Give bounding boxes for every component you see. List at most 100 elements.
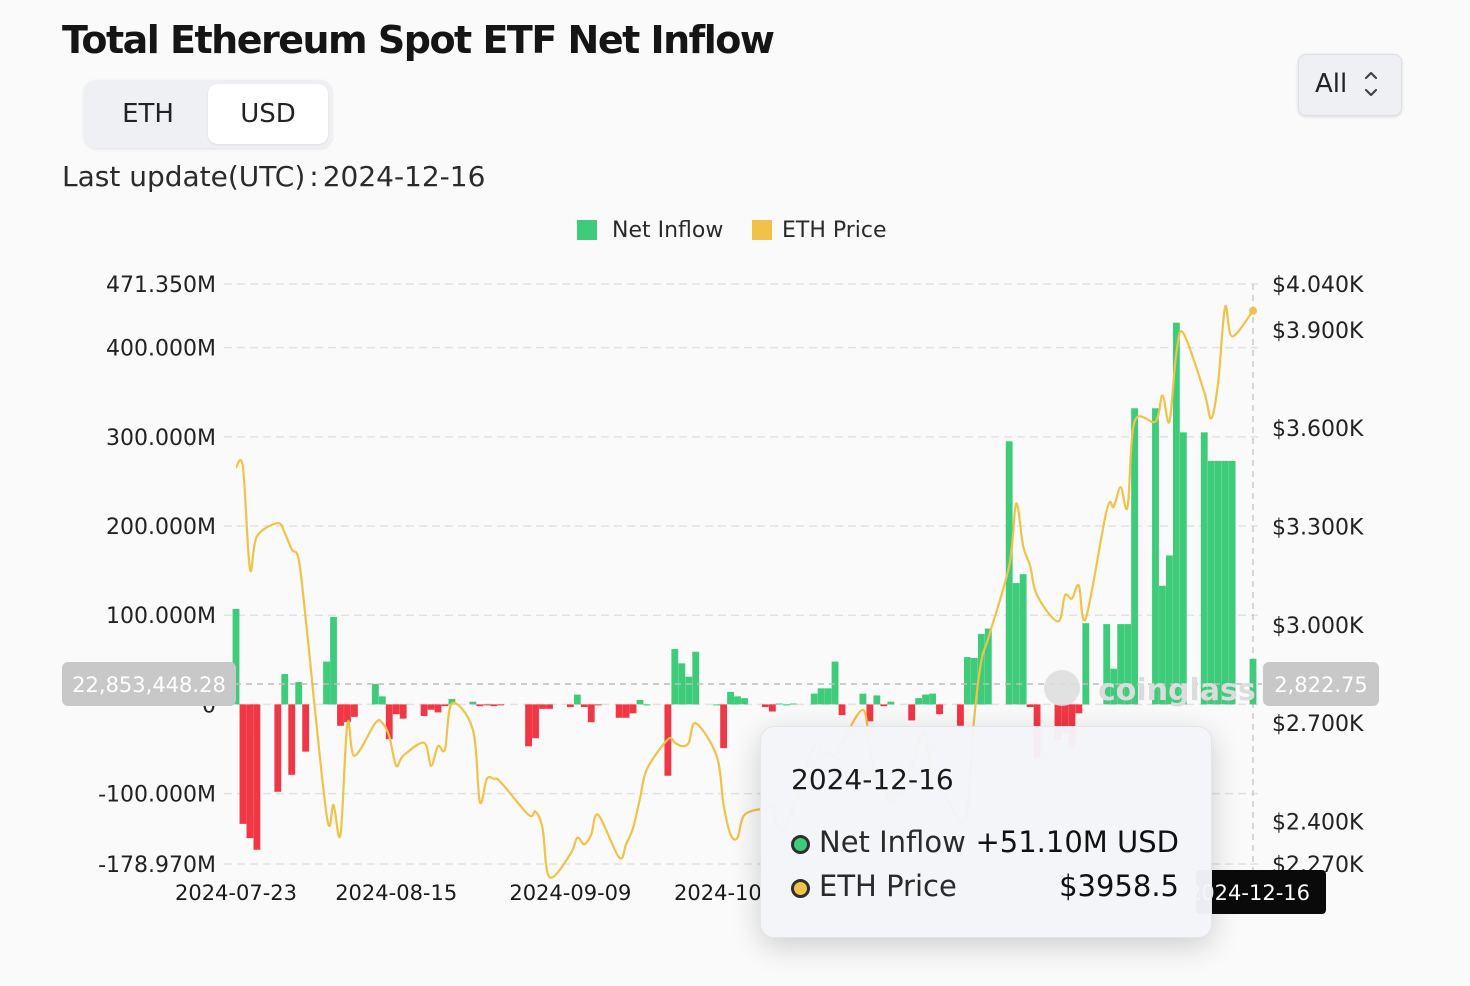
net-inflow-bar [239, 704, 247, 824]
crosshair-right-value: 2,822.75 [1274, 673, 1368, 697]
net-inflow-bar [636, 699, 644, 705]
crosshair-date-tag [1196, 870, 1326, 914]
net-inflow-bar [1054, 704, 1062, 741]
net-inflow-bar [246, 704, 254, 839]
net-inflow-bar [274, 704, 282, 792]
x-axis-tick-label: 2024-08-15 [335, 881, 457, 905]
left-axis-tick-label: 300.000M [106, 426, 216, 451]
net-inflow-bar [970, 658, 978, 705]
unit-toggle-usd[interactable]: USD [208, 84, 328, 144]
right-axis-tick-label: $2.400K [1272, 810, 1364, 835]
net-inflow-bar [629, 704, 637, 714]
net-inflow-bar [685, 676, 693, 705]
net-inflow-bar [323, 661, 330, 705]
net-inflow-bar [1172, 322, 1180, 705]
left-axis-tick-label: 100.000M [106, 604, 216, 629]
net-inflow-bar [525, 704, 532, 747]
net-inflow-bar [1200, 432, 1208, 705]
net-inflow-bar [1110, 668, 1118, 705]
eth-price-dot-icon [791, 879, 810, 898]
net-inflow-bar [288, 704, 296, 775]
net-inflow-bar [1124, 624, 1132, 705]
net-inflow-bar [1026, 704, 1034, 708]
watermark: coinglass [1098, 673, 1256, 708]
net-inflow-bar [483, 704, 491, 706]
legend-net-inflow-label: Net Inflow [612, 218, 723, 243]
net-inflow-bar [1005, 441, 1013, 705]
tooltip-label: ETH Price [819, 869, 957, 903]
net-inflow-bar [922, 694, 930, 705]
net-inflow-bar [1165, 555, 1173, 705]
left-axis-tick-label: 400.000M [106, 337, 216, 362]
range-select[interactable]: All [1298, 54, 1402, 116]
net-inflow-bar [253, 704, 261, 850]
net-inflow-bar [469, 701, 477, 705]
net-inflow-bar [615, 704, 623, 718]
right-axis-tick-label: $3.300K [1272, 515, 1364, 540]
net-inflow-bar [476, 704, 484, 707]
right-axis-tick-label: $3.900K [1272, 319, 1364, 344]
left-axis-tick-label: -178.970M [98, 853, 216, 878]
net-inflow-bar [392, 704, 400, 715]
last-update-separator: : [309, 160, 319, 193]
net-inflow-bar [887, 701, 895, 705]
tooltip-date: 2024-12-16 [791, 763, 954, 796]
net-inflow-bar [330, 616, 337, 705]
crosshair-right-tag [1263, 662, 1379, 706]
net-inflow-bar [761, 704, 769, 708]
net-inflow-bar [1221, 460, 1229, 705]
net-inflow-bar [831, 661, 839, 705]
net-inflow-bar [768, 704, 776, 712]
net-inflow-dot-icon [791, 835, 810, 854]
net-inflow-bar [643, 704, 651, 706]
range-select-value: All [1315, 69, 1348, 99]
net-inflow-bar [302, 704, 310, 752]
net-inflow-bar [873, 695, 881, 705]
left-axis-tick-label: 200.000M [106, 515, 216, 540]
net-inflow-bar [678, 663, 686, 705]
x-axis-tick-label: 2024-10 [674, 881, 762, 905]
net-inflow-bar [1207, 460, 1215, 705]
net-inflow-bar [337, 704, 344, 726]
page-title: Total Ethereum Spot ETF Net Inflow [62, 18, 775, 62]
net-inflow-bar [810, 693, 818, 705]
net-inflow-bar [371, 683, 379, 705]
net-inflow-bar [580, 704, 588, 708]
net-inflow-bar [622, 704, 630, 718]
net-inflow-bar [1179, 432, 1187, 705]
net-inflow-bar [671, 649, 679, 705]
chart-tooltip: 2024-12-16 Net Inflow +51.10M USD ETH Pr… [760, 726, 1212, 938]
inflow-chart[interactable]: 471.350M 400.000M 300.000M 200.000M 100.000M… [0, 200, 1470, 920]
net-inflow-bar [490, 704, 498, 707]
unit-toggle-eth[interactable]: ETH [122, 99, 174, 129]
left-axis-tick-label: -100.000M [98, 783, 216, 808]
net-inflow-bar [741, 698, 748, 705]
net-inflow-bar [497, 704, 505, 706]
net-inflow-bar [859, 693, 867, 705]
tooltip-label: Net Inflow [819, 825, 966, 859]
last-update: Last update(UTC):2024-12-16 [62, 160, 485, 193]
net-inflow-bar [866, 704, 874, 722]
net-inflow-bar [420, 704, 428, 716]
net-inflow-bar [385, 704, 393, 740]
net-inflow-bar [789, 703, 797, 705]
net-inflow-bar [573, 694, 581, 705]
coinglass-logo-icon [1044, 670, 1080, 706]
last-update-date: 2024-12-16 [322, 160, 486, 193]
net-inflow-bar [908, 704, 916, 721]
net-inflow-bar [984, 628, 992, 705]
net-inflow-bar [539, 704, 546, 709]
unit-toggle: ETH USD [84, 80, 332, 148]
net-inflow-bar [1214, 460, 1222, 705]
right-axis-tick-label: $2.700K [1272, 712, 1364, 737]
right-axis-tick-label: $3.600K [1272, 417, 1364, 442]
tooltip-value: $3958.5 [1059, 869, 1179, 903]
net-inflow-bar [817, 688, 825, 705]
net-inflow-bar [1068, 704, 1076, 748]
net-inflow-bar [594, 704, 602, 706]
net-inflow-bar [427, 704, 435, 710]
net-inflow-bar [232, 608, 240, 705]
net-inflow-bar [1082, 623, 1090, 705]
net-inflow-bar [838, 704, 846, 716]
net-inflow-bar [1075, 704, 1083, 714]
